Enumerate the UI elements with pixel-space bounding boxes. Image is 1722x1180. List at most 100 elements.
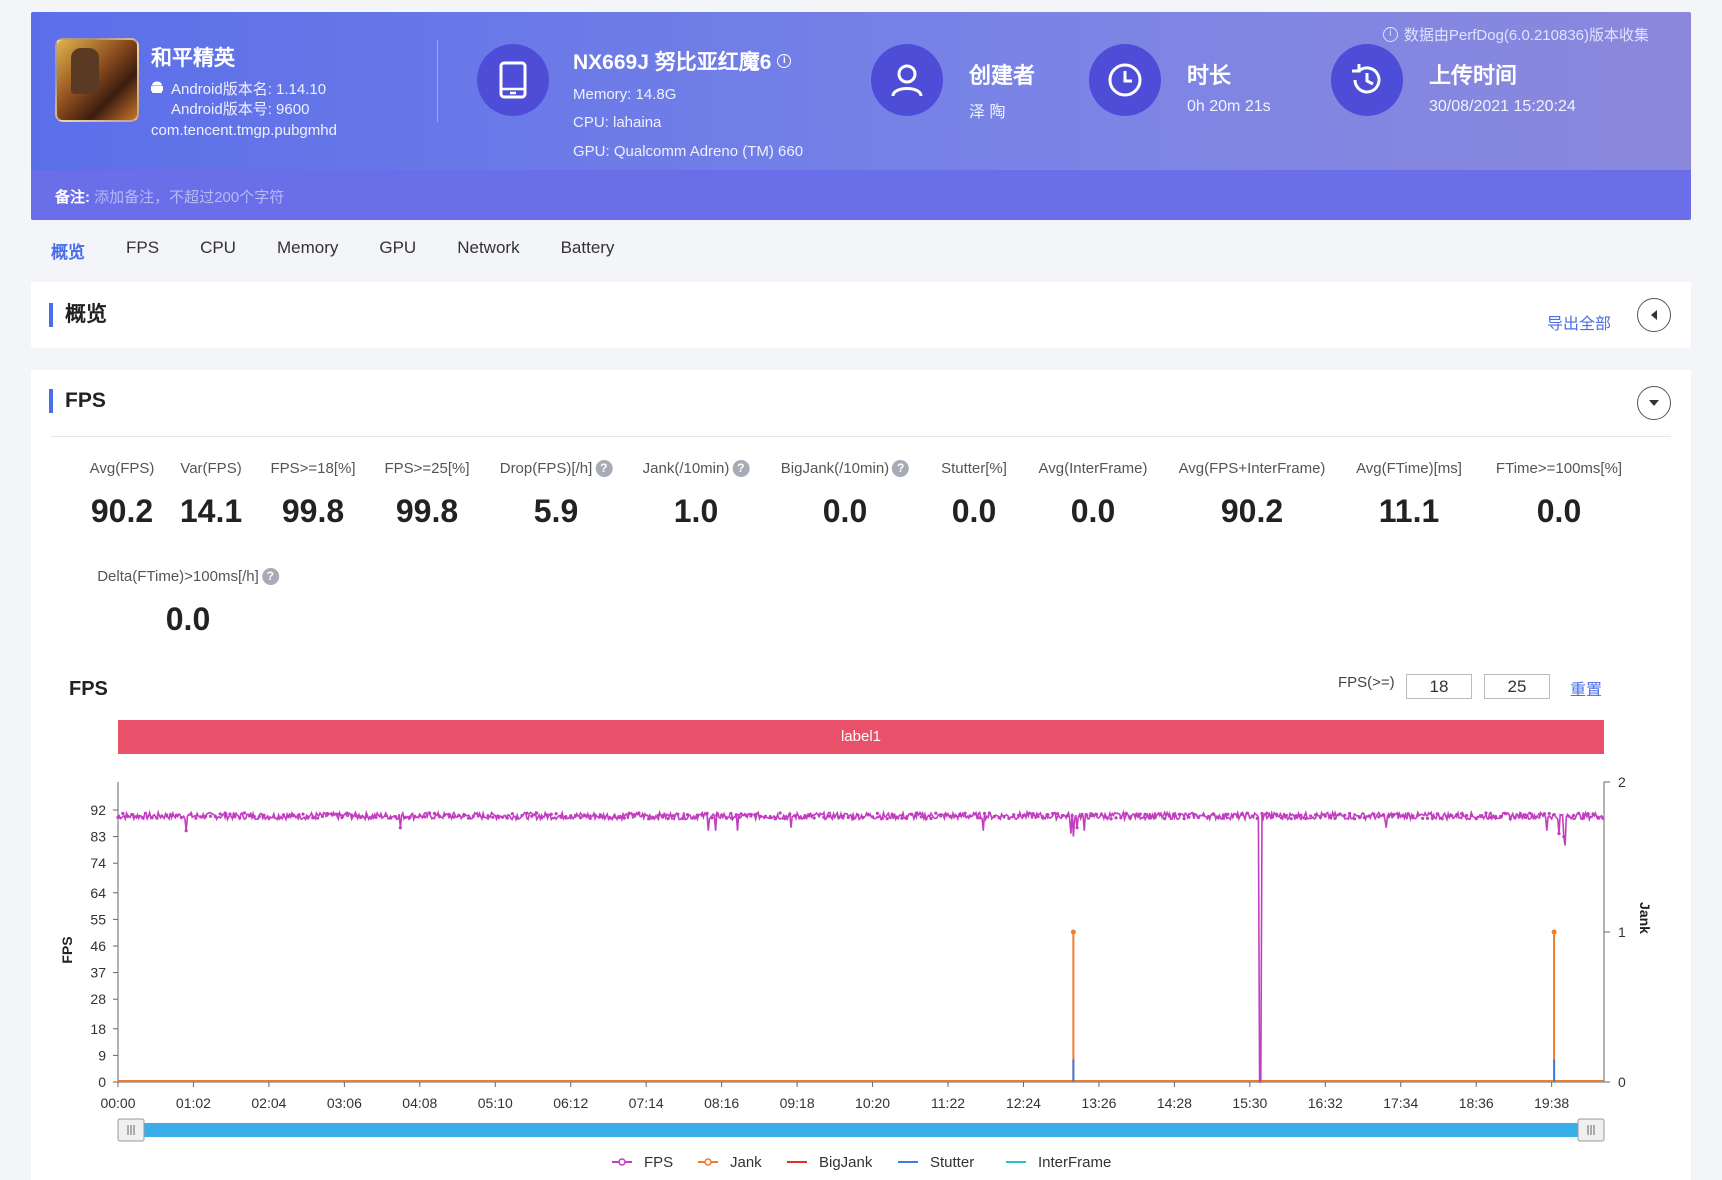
metric-label-text: Avg(FPS) [89,460,155,477]
tab-network[interactable]: Network [457,238,520,257]
metric-label-text: Jank(/10min) [642,460,730,477]
metric-label: Stutter[%] [941,460,1007,477]
metric-value: 5.9 [533,493,579,529]
overview-title: 概览 [49,303,107,327]
metric-item: BigJank(/10min)? 0.0 [780,460,910,530]
metric-item: Drop(FPS)[/h]? 5.9 [500,460,613,530]
tab-memory[interactable]: Memory [276,238,339,257]
metric-label: Avg(FPS+InterFrame) [1179,460,1326,477]
export-all-link[interactable]: 导出全部 [1546,316,1611,333]
tab-battery[interactable]: Battery [560,238,615,257]
metric-label-text: FTime>=100ms[%] [1495,460,1623,477]
tab-fps[interactable]: FPS [126,238,160,257]
overview-panel: 概览 导出全部 [31,282,1691,348]
metric-label-text: Delta(FTime)>100ms[/h] [97,568,259,585]
metric-item: FPS>=18[%] 99.8 [270,460,355,530]
metric-value: 0.0 [1070,493,1116,529]
help-icon[interactable]: ? [595,460,613,477]
app-icon [55,38,139,122]
android-version-code: Android版本号: 9600 [171,101,310,118]
device-info-icon[interactable]: i [777,54,792,68]
creator-title: 创建者 [969,63,1036,88]
metric-value: 0.0 [1536,493,1582,529]
metric-label-text: Avg(FPS+InterFrame) [1178,460,1326,477]
remark-bar: 备注: 添加备注，不超过200个字符 [31,170,1691,220]
remark-input[interactable]: 添加备注，不超过200个字符 [94,189,285,206]
metric-label: FPS>=18[%] [270,460,355,477]
overview-collapse-button[interactable] [1637,298,1671,332]
reset-link[interactable]: 重置 [1570,682,1603,699]
help-icon[interactable]: ? [892,460,910,477]
creator-value: 泽 陶 [969,104,1006,121]
fps-divider [51,436,1671,437]
upload-title: 上传时间 [1429,63,1518,88]
metric-item: Avg(FTime)[ms] 11.1 [1356,460,1462,530]
source-note: i 数据由PerfDog(6.0.210836)版本收集 [1382,24,1649,45]
help-icon[interactable]: ? [732,460,750,477]
metric-value: 1.0 [673,493,719,529]
section-tabs: 概览 FPS CPU Memory GPU Network Battery [51,238,655,263]
fps-threshold-input-1[interactable]: 18 [1406,674,1472,699]
label-bar[interactable]: label1 [118,720,1604,754]
remark-label: 备注: [55,189,90,206]
tab-gpu[interactable]: GPU [379,238,417,257]
metric-item: Avg(FPS+InterFrame) 90.2 [1179,460,1326,530]
tab-cpu[interactable]: CPU [200,238,236,257]
duration-circle [1089,44,1161,116]
metric-value: 11.1 [1378,493,1440,529]
metric-value: 99.8 [281,493,345,529]
metric-label: FPS>=25[%] [384,460,469,477]
metric-value: 99.8 [395,493,459,529]
history-icon [1352,64,1381,94]
fps-collapse-button[interactable] [1637,386,1671,420]
upload-value: 30/08/2021 15:20:24 [1429,98,1576,115]
metric-label: Delta(FTime)>100ms[/h]? [97,568,279,585]
metric-item: Avg(FPS) 90.2 [90,460,155,530]
metric-value: 90.2 [1220,493,1284,529]
metric-label-text: Avg(FTime)[ms] [1356,460,1462,477]
metric-item: Jank(/10min)? 1.0 [643,460,750,530]
clock-icon [1108,63,1142,97]
duration-value: 0h 20m 21s [1187,98,1271,115]
tab-overview[interactable]: 概览 [51,243,85,262]
device-memory: Memory: 14.8G [573,86,677,103]
metric-item: FPS>=25[%] 99.8 [384,460,469,530]
metric-label-text: Avg(InterFrame) [1038,460,1148,477]
metric-label: BigJank(/10min)? [780,460,910,477]
chevron-left-icon [1651,310,1657,320]
metric-value: 14.1 [179,493,243,529]
header-divider [437,40,438,122]
device-circle [477,44,549,116]
tablet-icon [499,61,527,99]
creator-circle [871,44,943,116]
metric-value: 0.0 [951,493,997,529]
metric-value: 0.0 [822,493,868,529]
user-icon [891,64,923,97]
device-cpu: CPU: lahaina [573,114,662,131]
metric-label-text: Stutter[%] [941,460,1007,477]
app-name: 和平精英 [151,47,235,70]
metric-label-text: FPS>=25[%] [384,460,470,477]
android-icon [151,81,163,93]
metric-label: Drop(FPS)[/h]? [500,460,613,477]
metric-item: Delta(FTime)>100ms[/h]? 0.0 [97,568,279,638]
android-version-name: Android版本名: 1.14.10 [151,78,326,99]
metric-label: FTime>=100ms[%] [1496,460,1622,477]
metric-label-text: BigJank(/10min) [780,460,890,477]
metric-label: Avg(FPS) [90,460,155,477]
fps-threshold-input-2[interactable]: 25 [1484,674,1550,699]
metric-label: Avg(FTime)[ms] [1356,460,1462,477]
fps-filter-label: FPS(>=) [1338,674,1395,691]
fps-panel-title: FPS [49,389,106,413]
metric-value: 90.2 [90,493,154,529]
metric-label: Avg(InterFrame) [1039,460,1148,477]
metric-label-text: FPS>=18[%] [270,460,356,477]
package-name: com.tencent.tmgp.pubgmhd [151,122,337,139]
chart-title: FPS [69,678,108,700]
upload-circle [1331,44,1403,116]
help-icon[interactable]: ? [261,568,279,585]
metric-item: Stutter[%] 0.0 [941,460,1007,530]
device-gpu: GPU: Qualcomm Adreno (TM) 660 [573,143,804,160]
report-header: i 数据由PerfDog(6.0.210836)版本收集 和平精英 Androi… [31,12,1691,220]
duration-title: 时长 [1187,63,1232,88]
